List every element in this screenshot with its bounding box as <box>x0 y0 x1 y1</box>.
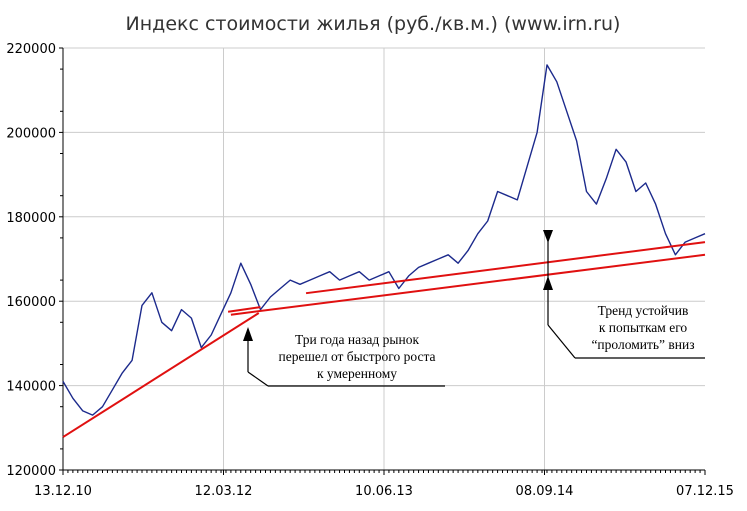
x-tick-label: 13.12.10 <box>34 484 92 499</box>
x-axis-ticks: 13.12.10 12.03.12 10.06.13 08.09.14 07.12.15 <box>34 470 734 499</box>
x-tick-label: 07.12.15 <box>676 484 734 499</box>
annotation-line: Три года назад рынок <box>295 332 419 347</box>
x-tick-label: 10.06.13 <box>355 484 413 499</box>
y-tick-label: 140000 <box>6 380 56 395</box>
trend-line <box>305 241 706 295</box>
y-tick-label: 220000 <box>6 42 56 57</box>
annotations: Три года назад рынок перешел от быстрого … <box>243 230 705 387</box>
grid <box>63 47 705 470</box>
trend-line <box>227 306 261 313</box>
annotation-arrow <box>547 324 576 359</box>
series-layer <box>62 64 706 416</box>
trend-lines <box>62 241 706 438</box>
annotation-line: Тренд устойчив <box>598 303 689 318</box>
arrow-head-icon <box>243 327 253 341</box>
trend-line <box>62 312 260 438</box>
annotation-arrow <box>247 371 269 387</box>
trend-line <box>230 253 706 316</box>
y-axis-ticks: 120000 140000 160000 180000 200000 220000 <box>6 42 63 479</box>
y-tick-label: 160000 <box>6 295 56 310</box>
price-index-line <box>62 64 706 416</box>
y-tick-label: 180000 <box>6 211 56 226</box>
annotation-text-1: Три года назад рынок перешел от быстрого … <box>278 332 435 381</box>
x-tick-label: 12.03.12 <box>195 484 253 499</box>
arrow-head-icon <box>543 276 553 290</box>
y-tick-label: 120000 <box>6 464 56 479</box>
arrow-head-icon <box>543 230 553 243</box>
y-tick-label: 200000 <box>6 126 56 141</box>
annotation-line: перешел от быстрого роста <box>278 349 435 364</box>
annotation-line: “проломить” вниз <box>591 337 694 352</box>
annotation-text-2: Тренд устойчив к попыткам его “проломить” … <box>591 303 694 352</box>
annotation-line: к умеренному <box>317 366 397 381</box>
chart-title: Индекс стоимости жилья (руб./кв.м.) (www… <box>126 13 621 35</box>
x-tick-label: 08.09.14 <box>516 484 574 499</box>
annotation-line: к попыткам его <box>599 320 688 335</box>
